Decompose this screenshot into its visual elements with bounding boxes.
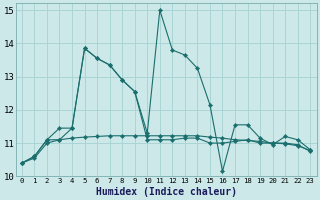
X-axis label: Humidex (Indice chaleur): Humidex (Indice chaleur) xyxy=(96,186,236,197)
